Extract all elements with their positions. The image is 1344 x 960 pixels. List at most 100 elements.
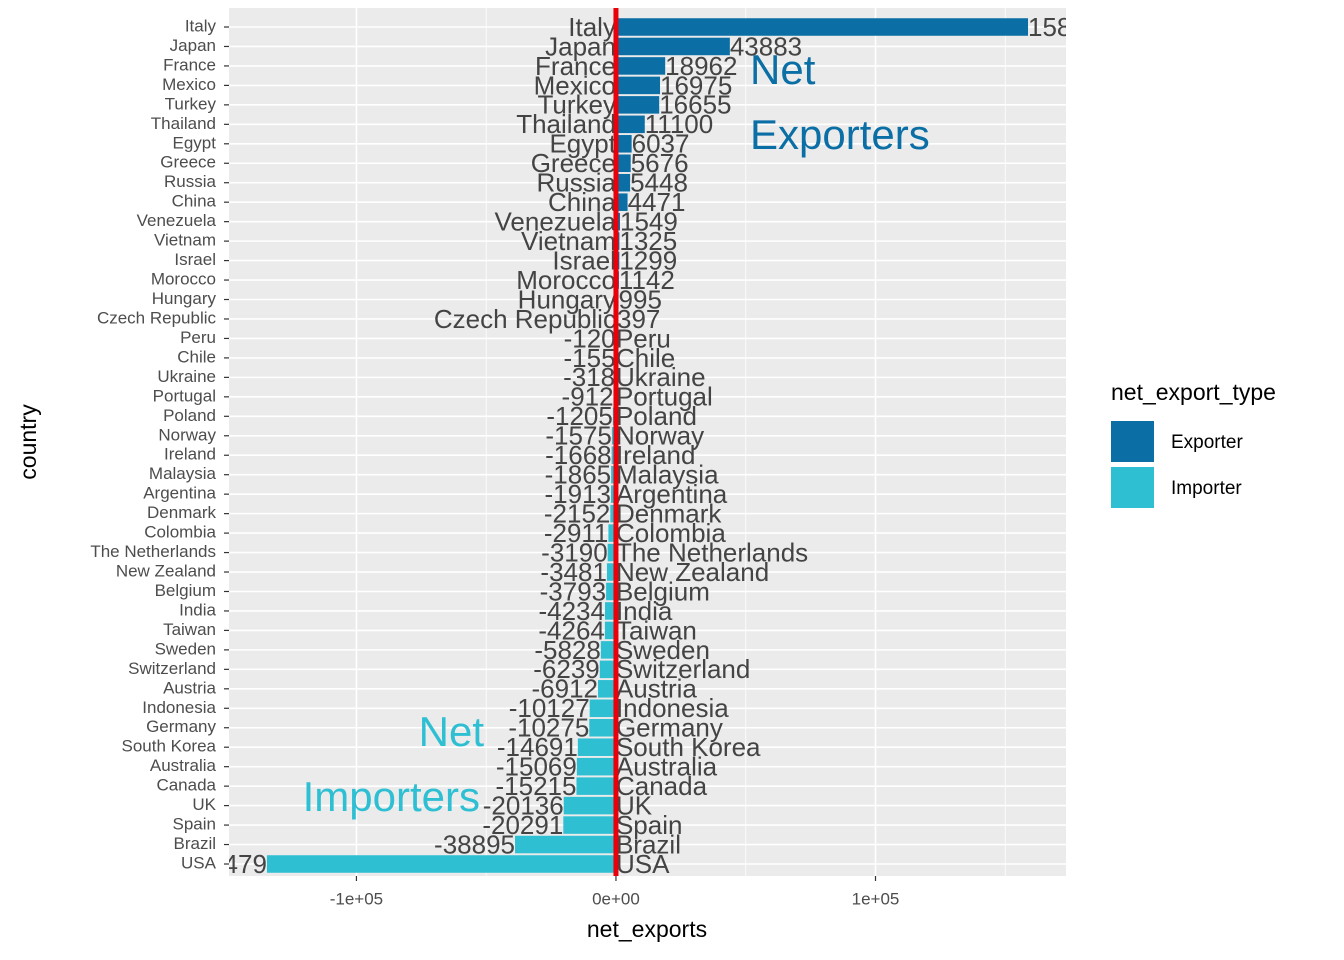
bar bbox=[615, 135, 632, 153]
bar bbox=[615, 37, 730, 56]
bar bbox=[615, 154, 631, 173]
y-tick-label: New Zealand bbox=[116, 562, 216, 581]
value-label: -134479 bbox=[172, 849, 267, 879]
value-label: -3481 bbox=[540, 557, 607, 587]
bar-country-label: Italy bbox=[568, 12, 616, 42]
value-label: -1575 bbox=[545, 421, 612, 451]
x-axis-title: net_exports bbox=[587, 916, 707, 942]
legend-label: Exporter bbox=[1171, 432, 1243, 453]
legend-title: net_export_type bbox=[1111, 379, 1276, 405]
bar-country-label: Ireland bbox=[616, 440, 696, 470]
value-label: -6239 bbox=[533, 654, 600, 684]
y-tick-label: Taiwan bbox=[163, 620, 216, 639]
value-label: 16975 bbox=[660, 70, 732, 100]
value-label: 11100 bbox=[645, 109, 713, 139]
bar bbox=[615, 18, 1029, 36]
bar-country-label: Canada bbox=[616, 771, 708, 801]
bar-country-label: Norway bbox=[616, 421, 704, 451]
bar-country-label: Peru bbox=[616, 323, 671, 353]
bar-country-label: Greece bbox=[531, 148, 616, 178]
value-label: -2152 bbox=[544, 499, 611, 529]
bar bbox=[615, 96, 660, 114]
bar bbox=[600, 641, 616, 659]
value-label: 1142 bbox=[619, 265, 675, 295]
y-tick-label: Japan bbox=[170, 36, 216, 55]
y-tick-label: Chile bbox=[177, 347, 216, 366]
bar-country-label: Sweden bbox=[616, 635, 710, 665]
bar-country-label: Venezuela bbox=[495, 207, 617, 237]
y-axis-title: country bbox=[15, 404, 41, 480]
bar bbox=[599, 660, 616, 679]
y-tick-label: USA bbox=[181, 853, 217, 872]
bar-country-label: Portugal bbox=[616, 382, 713, 412]
value-label: 158766 bbox=[1028, 12, 1115, 42]
y-tick-label: Malaysia bbox=[149, 464, 217, 483]
y-tick-label: Czech Republic bbox=[97, 308, 217, 327]
bar bbox=[607, 543, 616, 562]
y-tick-label: Belgium bbox=[155, 581, 216, 600]
bar-country-label: Russia bbox=[536, 168, 616, 198]
legend-label: Importer bbox=[1171, 478, 1242, 499]
y-tick-label: Israel bbox=[174, 250, 216, 269]
bar-country-label: Japan bbox=[545, 31, 616, 61]
bar-country-label: Czech Republic bbox=[434, 304, 616, 334]
bar-country-label: The Netherlands bbox=[616, 537, 808, 567]
y-tick-label: India bbox=[179, 600, 216, 619]
y-tick-label: South Korea bbox=[121, 737, 216, 756]
bar bbox=[515, 835, 616, 854]
bar bbox=[615, 173, 631, 192]
y-tick-label: Egypt bbox=[173, 133, 217, 152]
value-label: -912 bbox=[562, 382, 614, 412]
bar-country-label: Malaysia bbox=[616, 460, 719, 490]
y-tick-label: Australia bbox=[150, 756, 217, 775]
y-tick-label: The Netherlands bbox=[90, 542, 216, 561]
bar bbox=[604, 602, 616, 620]
value-label: -3190 bbox=[541, 537, 608, 567]
y-tick-label: Italy bbox=[185, 16, 217, 35]
value-label: 16655 bbox=[659, 90, 731, 120]
y-tick-label: Morocco bbox=[151, 270, 216, 289]
y-tick-label: Germany bbox=[146, 717, 216, 736]
value-label: 4471 bbox=[628, 187, 686, 217]
value-label: -20136 bbox=[483, 790, 564, 820]
y-tick-label: Russia bbox=[164, 172, 217, 191]
y-tick-label: Denmark bbox=[147, 503, 216, 522]
x-tick-label: 0e+00 bbox=[592, 889, 640, 908]
bar-country-label: Morocco bbox=[516, 265, 616, 295]
y-tick-label: Ukraine bbox=[157, 367, 216, 386]
bar bbox=[615, 76, 661, 95]
bar bbox=[606, 582, 616, 601]
bar-country-label: Belgium bbox=[616, 576, 710, 606]
y-tick-label: Poland bbox=[163, 406, 216, 425]
bar bbox=[615, 115, 645, 134]
bar bbox=[577, 738, 616, 756]
y-tick-label: Hungary bbox=[152, 289, 217, 308]
bar bbox=[606, 563, 616, 581]
bar-country-label: Thailand bbox=[516, 109, 616, 139]
bar-country-label: Colombia bbox=[616, 518, 726, 548]
bar bbox=[589, 718, 616, 737]
bar bbox=[576, 757, 616, 776]
y-tick-label: Colombia bbox=[144, 523, 216, 542]
y-tick-label: Sweden bbox=[155, 639, 216, 658]
bar-country-label: Israel bbox=[552, 245, 616, 275]
value-label: 18962 bbox=[665, 51, 737, 81]
legend: Exporter Importer bbox=[1111, 421, 1243, 508]
bar-country-label: UK bbox=[616, 790, 653, 820]
value-label: 5448 bbox=[630, 168, 688, 198]
y-tick-label: Thailand bbox=[151, 114, 216, 133]
bar-country-label: Brazil bbox=[616, 829, 681, 859]
value-label: 397 bbox=[617, 304, 660, 334]
value-label: 6037 bbox=[632, 129, 690, 159]
y-tick-label: Turkey bbox=[165, 94, 217, 113]
value-label: -14691 bbox=[497, 732, 578, 762]
value-label: -1205 bbox=[546, 401, 613, 431]
plot-area: 158766 Italy 43883 Japan 18962 France 16975 Mex… bbox=[172, 8, 1115, 879]
y-tick-label: Canada bbox=[156, 776, 216, 795]
value-label: -20291 bbox=[482, 810, 563, 840]
y-tick-label: Peru bbox=[180, 328, 216, 347]
bar bbox=[266, 855, 616, 873]
bar-country-label: France bbox=[535, 51, 616, 81]
bar-country-label: Argentina bbox=[616, 479, 728, 509]
